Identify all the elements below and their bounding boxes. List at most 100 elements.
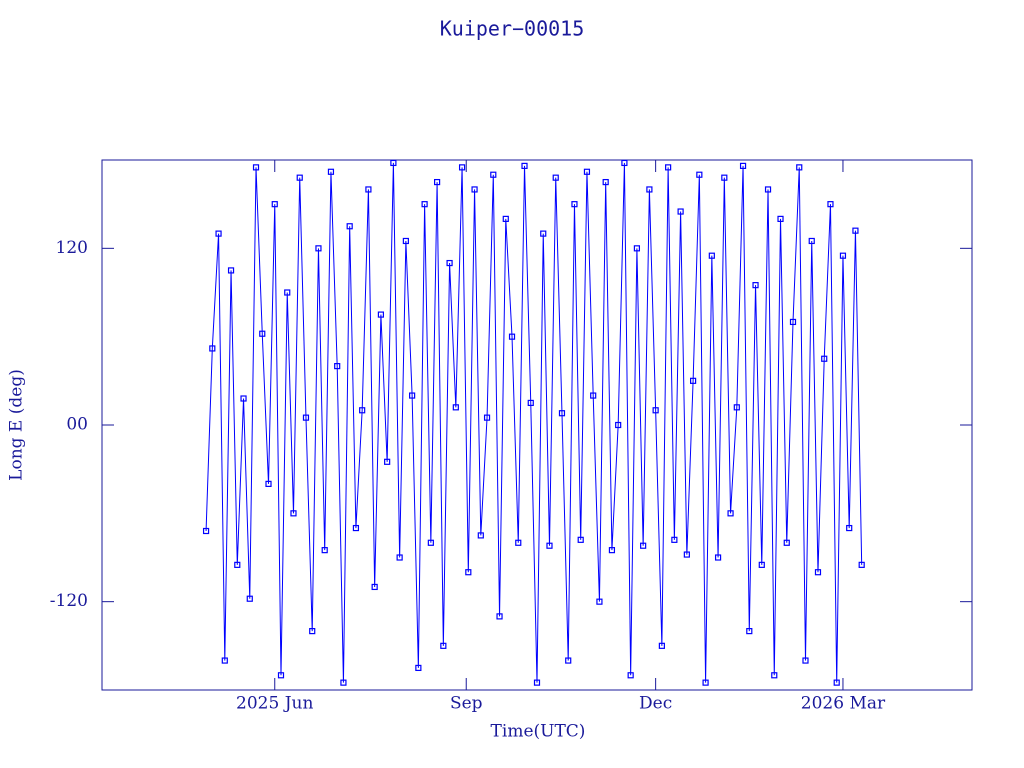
point-marker <box>315 245 322 252</box>
point-marker <box>771 672 778 679</box>
point-marker <box>277 672 285 679</box>
point-marker <box>727 510 734 517</box>
point-marker <box>702 679 709 686</box>
point-marker <box>508 333 516 340</box>
point-marker <box>209 345 216 352</box>
point-marker <box>365 186 372 193</box>
point-marker <box>621 159 628 167</box>
point-marker <box>571 201 578 208</box>
point-marker <box>502 215 509 222</box>
point-marker <box>240 395 247 402</box>
point-marker <box>252 164 260 171</box>
point-marker <box>746 628 753 635</box>
point-marker <box>739 162 747 169</box>
point-marker <box>527 399 534 407</box>
point-marker <box>471 186 478 193</box>
point-marker <box>334 363 341 370</box>
chart-title: Kuiper−00015 <box>440 17 585 41</box>
point-marker <box>359 407 366 414</box>
point-marker <box>814 569 822 576</box>
point-marker <box>602 178 609 186</box>
x-axis-label: Time(UTC) <box>491 722 586 742</box>
point-marker <box>764 186 772 193</box>
x-tick-label: 2025 Jun <box>236 694 313 714</box>
point-marker <box>783 539 790 546</box>
point-marker <box>808 237 815 245</box>
point-marker <box>708 252 715 259</box>
point-marker <box>690 377 697 384</box>
x-tick-label: Sep <box>450 694 483 714</box>
point-marker <box>577 536 584 543</box>
plot-frame <box>101 159 973 691</box>
point-marker <box>683 551 690 558</box>
point-marker <box>721 174 728 181</box>
point-marker <box>646 186 653 193</box>
point-marker <box>384 458 391 465</box>
point-marker <box>752 282 759 289</box>
point-marker <box>677 208 684 215</box>
point-marker <box>733 404 740 411</box>
point-marker <box>821 355 828 362</box>
point-marker <box>415 664 422 672</box>
point-marker <box>421 201 428 208</box>
point-marker <box>777 215 784 222</box>
point-marker <box>327 168 335 175</box>
point-marker <box>714 554 722 561</box>
point-marker <box>452 404 459 411</box>
point-marker <box>615 421 622 429</box>
point-marker <box>552 174 559 181</box>
point-marker <box>409 392 416 399</box>
point-marker <box>833 679 840 686</box>
point-marker <box>215 230 222 237</box>
point-marker <box>309 628 316 635</box>
x-tick-label: Dec <box>639 694 672 714</box>
point-marker <box>427 539 434 546</box>
point-marker <box>346 223 353 230</box>
point-marker <box>802 657 809 664</box>
point-marker <box>540 230 547 237</box>
point-marker <box>340 679 347 686</box>
point-marker <box>259 330 266 337</box>
point-marker <box>827 201 834 208</box>
point-marker <box>696 171 703 178</box>
point-marker <box>533 679 541 686</box>
point-marker <box>246 595 253 602</box>
point-marker <box>221 657 228 664</box>
point-marker <box>858 561 865 568</box>
point-marker <box>271 201 278 208</box>
point-marker <box>565 657 572 664</box>
point-marker <box>665 164 672 171</box>
y-tick-label: 120 <box>56 238 88 258</box>
point-marker <box>227 267 235 274</box>
point-marker <box>590 392 597 399</box>
point-marker <box>483 414 491 421</box>
point-marker <box>390 159 397 167</box>
y-axis-label: Long E (deg) <box>7 369 27 481</box>
point-marker <box>490 171 497 178</box>
point-marker <box>758 561 765 568</box>
point-marker <box>633 245 641 252</box>
point-marker <box>352 524 360 532</box>
x-tick-label: 2026 Mar <box>801 694 886 714</box>
point-marker <box>671 536 678 543</box>
point-marker <box>852 227 859 234</box>
point-marker <box>465 569 472 576</box>
point-marker <box>296 174 303 181</box>
point-marker <box>839 252 847 259</box>
point-marker <box>402 237 409 245</box>
point-marker <box>446 259 453 267</box>
point-marker <box>458 164 466 171</box>
point-marker <box>496 613 503 620</box>
point-marker <box>846 524 853 532</box>
point-marker <box>321 547 328 554</box>
point-marker <box>477 532 484 539</box>
point-marker <box>521 162 528 169</box>
point-marker <box>290 510 297 517</box>
point-marker <box>583 168 591 175</box>
point-marker <box>433 178 441 186</box>
y-tick-label: -120 <box>50 591 88 611</box>
point-marker <box>302 414 310 421</box>
point-marker <box>789 318 797 326</box>
